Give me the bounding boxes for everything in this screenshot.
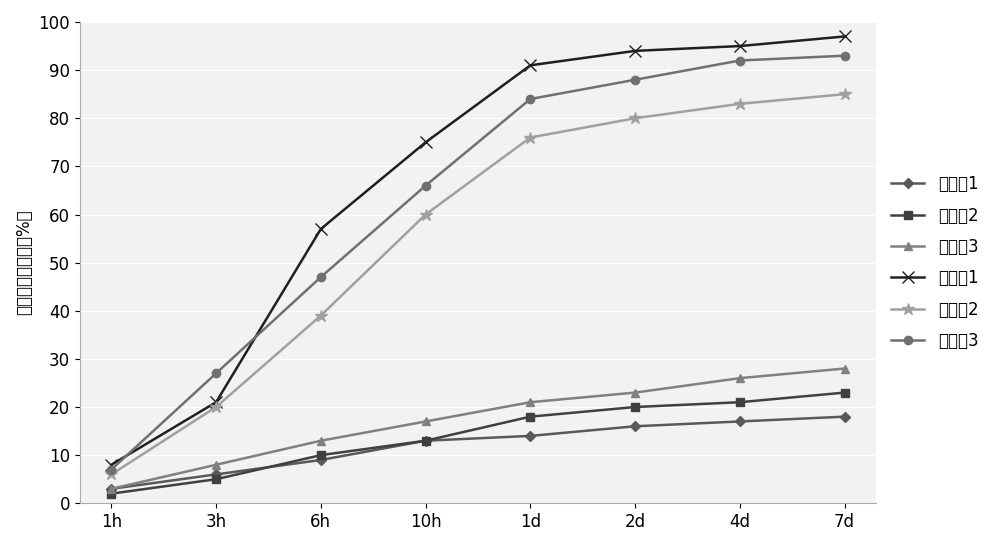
实施例2 — [734, 399, 746, 406]
实施例1 — [105, 485, 117, 492]
对比例2 — [734, 100, 746, 107]
Line: 对比例2: 对比例2 — [105, 88, 851, 480]
实施例1 — [629, 423, 641, 430]
对比例3 — [839, 52, 851, 59]
Line: 实施例1: 实施例1 — [108, 413, 848, 492]
对比例1 — [420, 139, 432, 146]
实施例1 — [420, 437, 432, 444]
Y-axis label: 药物累积释放率（%）: 药物累积释放率（%） — [15, 210, 33, 316]
对比例1 — [105, 461, 117, 468]
实施例3 — [315, 437, 327, 444]
实施例1 — [524, 432, 536, 439]
实施例1 — [734, 418, 746, 425]
对比例2 — [524, 134, 536, 141]
实施例2 — [420, 437, 432, 444]
实施例1 — [839, 413, 851, 420]
对比例1 — [629, 48, 641, 54]
对比例1 — [839, 33, 851, 40]
Legend: 实施例1, 实施例2, 实施例3, 对比例1, 对比例2, 对比例3: 实施例1, 实施例2, 实施例3, 对比例1, 对比例2, 对比例3 — [884, 169, 985, 357]
Line: 实施例2: 实施例2 — [107, 388, 849, 498]
实施例2 — [210, 476, 222, 483]
对比例2 — [420, 211, 432, 218]
实施例3 — [734, 375, 746, 382]
实施例3 — [524, 399, 536, 406]
对比例1 — [524, 62, 536, 69]
对比例2 — [105, 471, 117, 478]
实施例2 — [524, 413, 536, 420]
对比例2 — [210, 403, 222, 410]
对比例2 — [629, 115, 641, 122]
对比例3 — [629, 76, 641, 83]
实施例1 — [315, 456, 327, 463]
Line: 对比例1: 对比例1 — [106, 31, 850, 470]
实施例2 — [629, 403, 641, 410]
对比例3 — [734, 57, 746, 64]
实施例3 — [105, 485, 117, 492]
对比例2 — [315, 312, 327, 319]
对比例2 — [839, 91, 851, 98]
对比例3 — [315, 274, 327, 280]
实施例1 — [210, 471, 222, 478]
实施例3 — [629, 389, 641, 396]
对比例1 — [210, 399, 222, 406]
实施例3 — [839, 365, 851, 372]
对比例1 — [315, 225, 327, 232]
实施例2 — [839, 389, 851, 396]
实施例2 — [105, 490, 117, 497]
对比例3 — [105, 466, 117, 473]
对比例3 — [420, 182, 432, 189]
Line: 实施例3: 实施例3 — [107, 364, 849, 493]
Line: 对比例3: 对比例3 — [107, 51, 849, 474]
对比例3 — [210, 370, 222, 377]
对比例1 — [734, 43, 746, 49]
实施例3 — [210, 461, 222, 468]
实施例3 — [420, 418, 432, 425]
对比例3 — [524, 96, 536, 102]
实施例2 — [315, 452, 327, 459]
